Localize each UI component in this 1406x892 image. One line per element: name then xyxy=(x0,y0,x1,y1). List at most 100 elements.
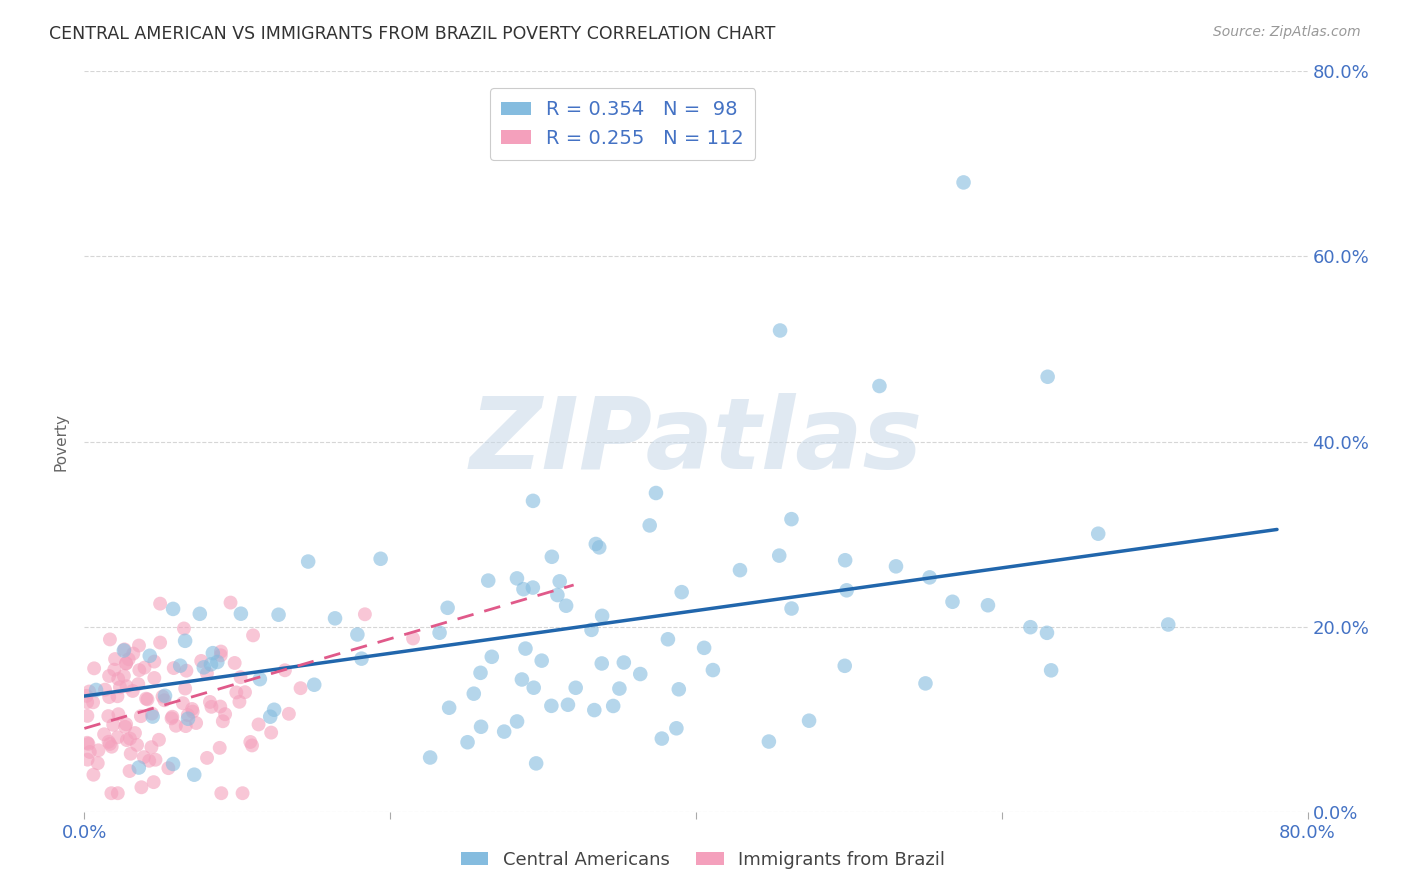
Point xyxy=(224,656,246,670)
Point xyxy=(645,486,668,500)
Point xyxy=(173,622,195,636)
Point xyxy=(768,549,790,563)
Point xyxy=(370,551,392,566)
Point xyxy=(138,754,160,768)
Point xyxy=(165,719,187,733)
Point xyxy=(76,736,98,750)
Point xyxy=(98,669,121,683)
Point xyxy=(112,643,135,657)
Point xyxy=(267,607,290,622)
Point xyxy=(76,695,98,709)
Point xyxy=(1087,526,1109,541)
Point xyxy=(129,709,152,723)
Point xyxy=(429,625,451,640)
Point xyxy=(76,709,98,723)
Point xyxy=(457,735,479,749)
Point xyxy=(127,677,149,691)
Point xyxy=(134,660,156,674)
Point xyxy=(183,767,205,781)
Point xyxy=(651,731,673,746)
Point xyxy=(177,712,200,726)
Point xyxy=(239,735,262,749)
Point xyxy=(184,716,207,731)
Point xyxy=(77,737,100,751)
Point xyxy=(512,582,534,597)
Point xyxy=(494,724,516,739)
Point xyxy=(98,690,121,704)
Point xyxy=(174,633,197,648)
Text: Source: ZipAtlas.com: Source: ZipAtlas.com xyxy=(1213,25,1361,39)
Point xyxy=(402,632,425,646)
Point xyxy=(780,601,803,615)
Point xyxy=(346,627,368,641)
Point xyxy=(128,663,150,677)
Point xyxy=(153,689,176,703)
Point xyxy=(84,682,107,697)
Point xyxy=(546,588,568,602)
Point xyxy=(506,714,529,729)
Point xyxy=(211,714,233,729)
Point xyxy=(87,743,110,757)
Point xyxy=(143,671,166,685)
Point xyxy=(198,695,221,709)
Point xyxy=(602,698,624,713)
Point xyxy=(419,750,441,764)
Point xyxy=(177,708,200,723)
Point xyxy=(591,608,613,623)
Point xyxy=(657,632,679,647)
Point xyxy=(522,581,544,595)
Point xyxy=(128,760,150,774)
Point xyxy=(118,652,141,666)
Point xyxy=(564,681,586,695)
Point xyxy=(195,666,218,681)
Point xyxy=(125,738,148,752)
Point xyxy=(693,640,716,655)
Point xyxy=(233,685,256,699)
Point xyxy=(153,693,176,707)
Point xyxy=(540,698,562,713)
Point xyxy=(103,718,125,732)
Point xyxy=(797,714,820,728)
Point xyxy=(1019,620,1042,634)
Point xyxy=(463,687,485,701)
Point xyxy=(477,574,499,588)
Point xyxy=(229,670,252,684)
Point xyxy=(437,700,460,714)
Point xyxy=(515,641,537,656)
Point xyxy=(114,720,136,734)
Point xyxy=(609,681,631,696)
Point xyxy=(79,745,101,759)
Point xyxy=(141,740,163,755)
Point xyxy=(977,599,1000,613)
Point xyxy=(207,655,229,669)
Point xyxy=(195,751,218,765)
Point xyxy=(169,658,191,673)
Legend: Central Americans, Immigrants from Brazil: Central Americans, Immigrants from Brazi… xyxy=(454,844,952,876)
Point xyxy=(1157,617,1180,632)
Point xyxy=(76,753,98,767)
Point xyxy=(176,664,198,678)
Point xyxy=(1036,369,1059,384)
Point xyxy=(107,690,129,704)
Y-axis label: Poverty: Poverty xyxy=(53,412,69,471)
Point xyxy=(149,635,172,649)
Point xyxy=(136,692,159,706)
Point xyxy=(112,669,135,683)
Point xyxy=(201,646,224,660)
Point xyxy=(181,702,204,716)
Point xyxy=(835,583,858,598)
Point xyxy=(240,739,263,753)
Point xyxy=(132,750,155,764)
Point xyxy=(104,652,127,666)
Point xyxy=(834,553,856,567)
Point xyxy=(530,654,553,668)
Point xyxy=(506,571,529,585)
Point xyxy=(628,667,651,681)
Point xyxy=(869,379,891,393)
Point xyxy=(108,680,131,694)
Point xyxy=(139,648,162,663)
Point xyxy=(263,703,285,717)
Point xyxy=(208,740,231,755)
Point xyxy=(87,756,110,771)
Point xyxy=(209,648,232,663)
